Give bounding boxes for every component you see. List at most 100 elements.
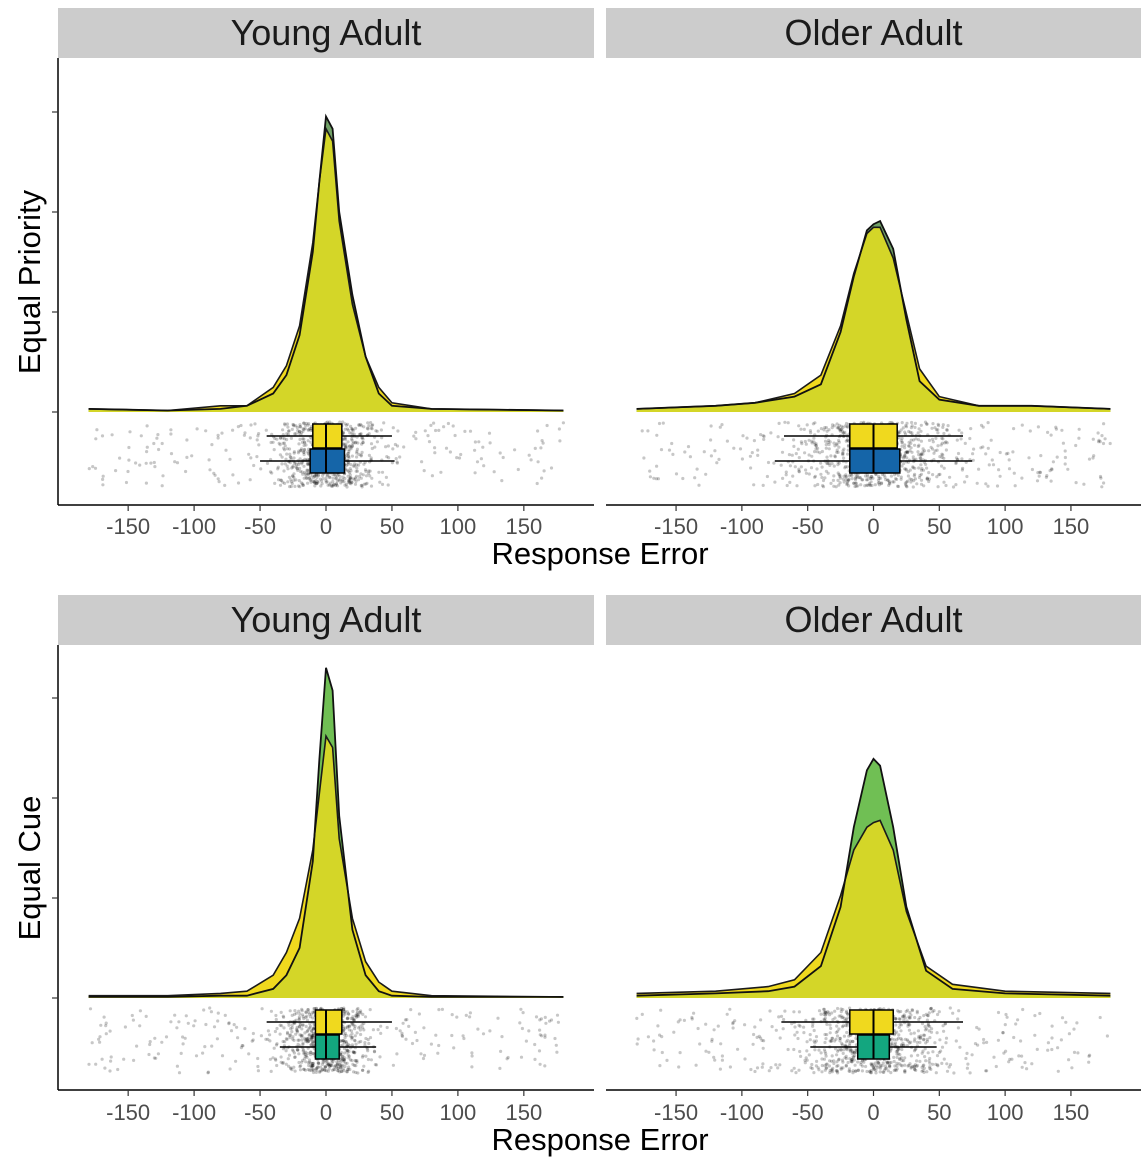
raw-point bbox=[853, 478, 858, 482]
raw-point bbox=[228, 1067, 232, 1071]
raw-point bbox=[886, 1060, 890, 1064]
raw-point bbox=[718, 425, 722, 429]
raw-point bbox=[917, 466, 921, 470]
raw-point bbox=[1033, 1033, 1037, 1037]
raw-point bbox=[545, 423, 549, 428]
raw-point bbox=[346, 480, 350, 484]
raw-point bbox=[850, 1060, 854, 1064]
raw-point bbox=[229, 1029, 234, 1033]
x-tick-label: -50 bbox=[244, 1100, 276, 1125]
raw-point bbox=[308, 426, 312, 431]
raw-point bbox=[917, 1034, 921, 1039]
raw-point bbox=[405, 1018, 409, 1022]
raw-point bbox=[1054, 425, 1058, 429]
raw-point bbox=[1012, 427, 1016, 431]
raw-point bbox=[307, 447, 311, 451]
raw-point bbox=[306, 451, 310, 456]
raw-point bbox=[928, 1024, 932, 1029]
raw-point bbox=[377, 470, 381, 474]
raw-point bbox=[904, 450, 908, 454]
raw-point bbox=[992, 1055, 996, 1059]
raw-point bbox=[909, 438, 913, 442]
raw-point bbox=[348, 473, 352, 477]
raw-point bbox=[337, 478, 341, 482]
raw-point bbox=[848, 1041, 852, 1045]
raw-point bbox=[284, 1049, 288, 1053]
raw-point bbox=[304, 1039, 308, 1043]
raw-point bbox=[822, 1010, 826, 1014]
raw-point bbox=[672, 1030, 676, 1034]
boxplot-box bbox=[849, 448, 901, 474]
raw-point bbox=[878, 1070, 882, 1074]
raw-point bbox=[941, 423, 945, 427]
raw-point bbox=[924, 462, 928, 466]
raw-point bbox=[145, 424, 149, 428]
raw-point bbox=[361, 437, 365, 441]
raw-point bbox=[873, 1061, 878, 1065]
boxplot-1 bbox=[279, 1034, 377, 1060]
raw-point bbox=[291, 474, 295, 478]
raw-point bbox=[1008, 1057, 1012, 1061]
raw-point bbox=[840, 1041, 844, 1046]
raw-point bbox=[192, 1024, 196, 1028]
raw-point bbox=[912, 1039, 917, 1043]
raw-point bbox=[345, 427, 349, 431]
raw-point bbox=[402, 445, 406, 449]
raw-point bbox=[843, 1056, 847, 1060]
raw-point bbox=[879, 482, 884, 486]
raw-point bbox=[820, 465, 824, 469]
raw-point bbox=[894, 1050, 899, 1054]
raw-point bbox=[804, 471, 809, 475]
boxplot-box bbox=[309, 448, 346, 474]
raw-point bbox=[799, 427, 803, 431]
raw-point bbox=[309, 1066, 313, 1070]
raw-point bbox=[848, 1049, 852, 1053]
raw-point bbox=[268, 1033, 272, 1037]
raw-point bbox=[341, 1039, 345, 1043]
raw-point bbox=[341, 1055, 345, 1059]
raw-point bbox=[899, 1029, 903, 1033]
raw-point bbox=[307, 1027, 311, 1031]
density-overlap bbox=[88, 116, 564, 412]
raw-point bbox=[889, 1060, 893, 1065]
raw-point bbox=[540, 1034, 544, 1038]
x-tick-label: 50 bbox=[380, 514, 404, 539]
raw-point bbox=[908, 430, 913, 434]
raw-point bbox=[369, 426, 373, 430]
raw-point bbox=[359, 476, 363, 480]
raw-point bbox=[308, 1024, 313, 1028]
raw-point bbox=[153, 465, 157, 469]
raw-point bbox=[847, 1069, 851, 1073]
raw-point bbox=[175, 1026, 179, 1030]
raw-point bbox=[1100, 485, 1104, 489]
raw-point bbox=[841, 477, 845, 481]
raw-point bbox=[804, 468, 808, 472]
raw-point bbox=[363, 468, 368, 472]
raw-point bbox=[346, 452, 350, 456]
raw-point bbox=[306, 481, 310, 485]
raw-point bbox=[104, 1032, 108, 1036]
raw-point bbox=[304, 1010, 308, 1014]
raw-point bbox=[324, 476, 328, 480]
raw-point bbox=[305, 462, 309, 466]
raw-point bbox=[481, 1032, 486, 1036]
raw-point bbox=[299, 449, 303, 453]
raw-point bbox=[828, 1039, 832, 1043]
raw-point bbox=[826, 461, 830, 466]
raw-point bbox=[846, 1012, 850, 1016]
raw-point bbox=[306, 428, 310, 432]
raw-point bbox=[184, 469, 188, 474]
raw-point bbox=[908, 1010, 912, 1015]
raw-point bbox=[743, 1023, 747, 1027]
raw-point bbox=[852, 1058, 856, 1062]
x-tick-label: 150 bbox=[1053, 1100, 1090, 1125]
raw-point bbox=[971, 452, 975, 456]
raw-point bbox=[342, 442, 346, 446]
raw-point bbox=[305, 476, 309, 480]
raw-point bbox=[311, 1064, 315, 1068]
raw-point bbox=[300, 1060, 304, 1064]
raw-point bbox=[824, 1052, 828, 1056]
raw-point bbox=[300, 440, 305, 444]
raw-point bbox=[301, 427, 305, 431]
